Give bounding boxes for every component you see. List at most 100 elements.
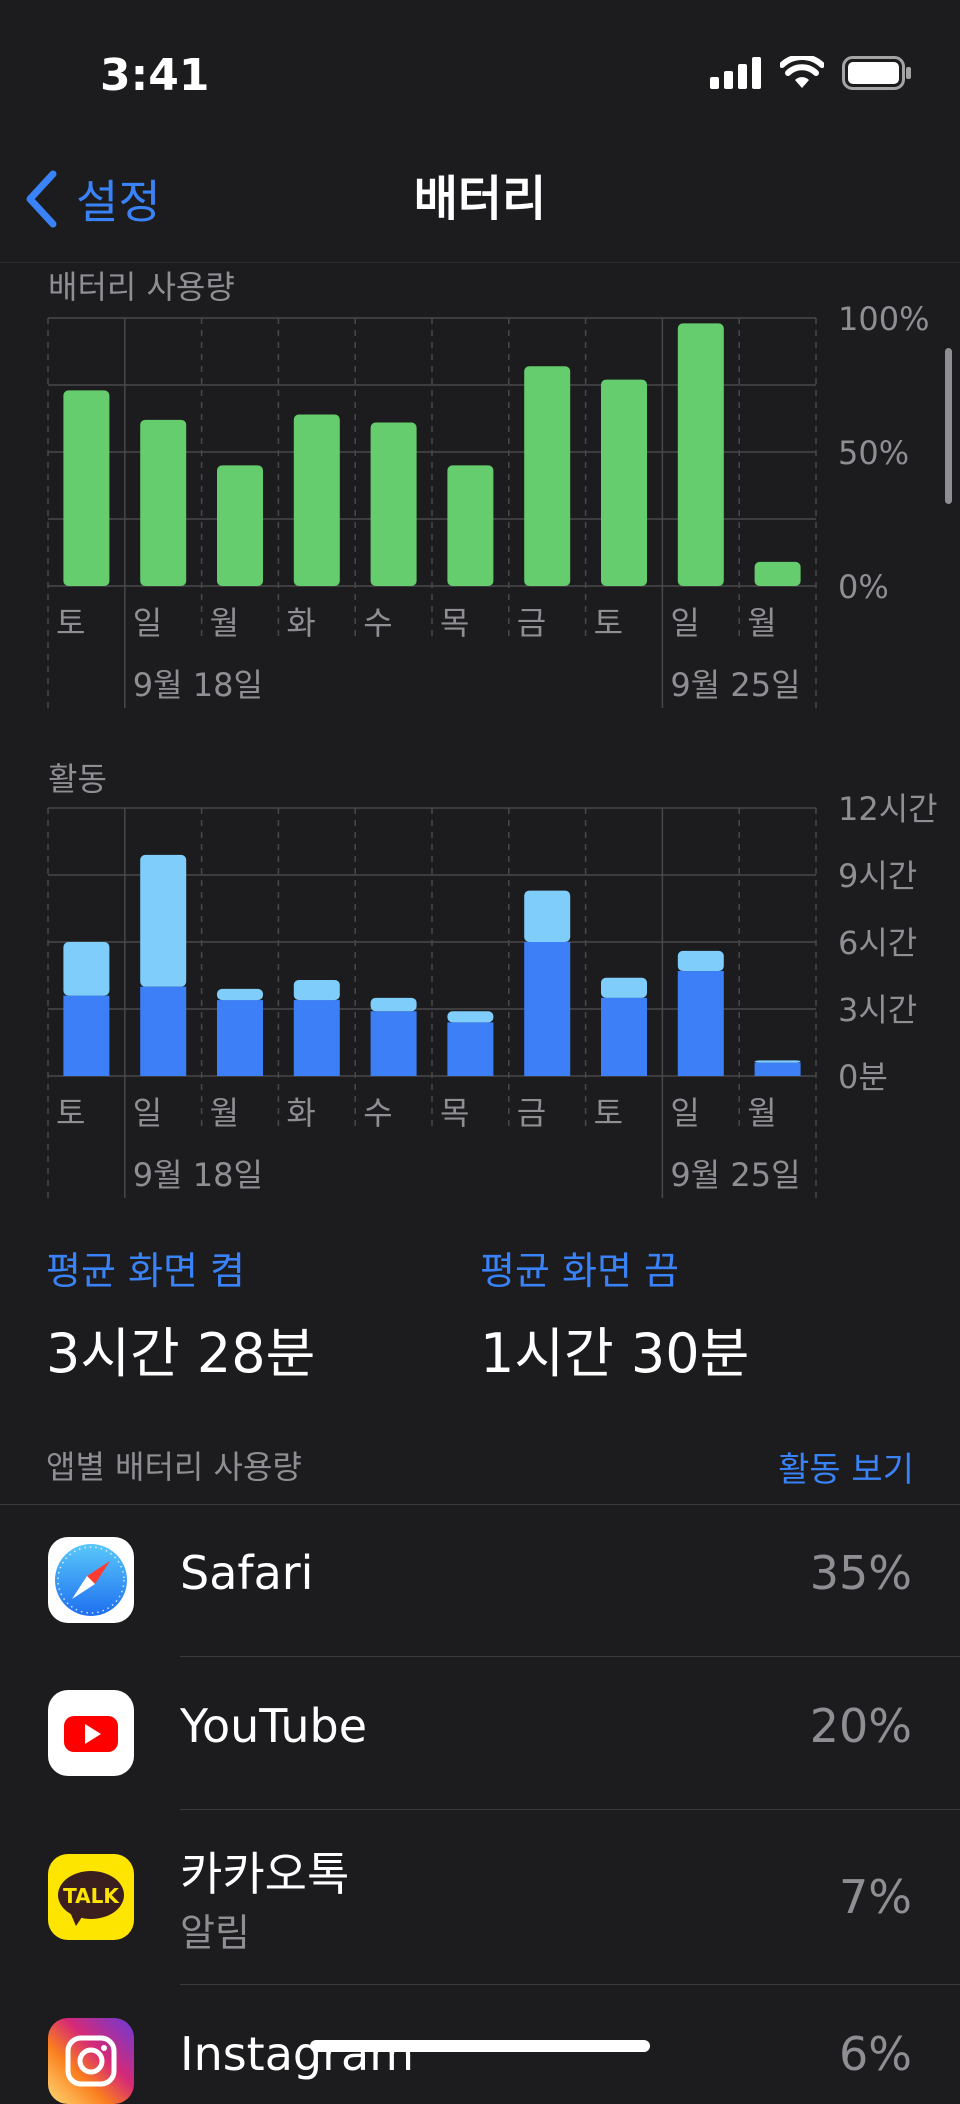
battery-usage-chart: 100% 50% 0% 토 일 월 화 수 목 금 토 일 월 9월 18일 9월 25일 — [47, 300, 929, 708]
x-tick-label: 일 — [133, 604, 162, 642]
chart-bar — [754, 1062, 801, 1076]
avg-screen-off-value: 1시간 30분 — [480, 1322, 750, 1385]
row-separator — [180, 1656, 960, 1657]
app-row-kakaotalk[interactable]: TALK 카카오톡 알림 7% — [0, 1810, 960, 1985]
chart-bar — [63, 390, 110, 586]
x-tick-label: 일 — [670, 1094, 699, 1132]
app-percent: 6% — [839, 2027, 912, 2081]
chart-bar — [370, 997, 417, 1012]
chart-bar — [447, 1022, 494, 1076]
y-tick-label: 0% — [838, 568, 889, 606]
x-tick-label: 화 — [286, 1094, 315, 1132]
app-row-instagram[interactable]: Instagram 6% — [0, 1985, 960, 2104]
date-label: 9월 18일 — [133, 666, 263, 704]
chart-bar — [601, 379, 647, 586]
kakaotalk-icon-text: TALK — [63, 1884, 120, 1908]
chart-bar — [754, 1060, 801, 1063]
x-tick-label: 토 — [594, 1094, 623, 1132]
x-tick-label: 화 — [286, 604, 315, 642]
date-label: 9월 25일 — [670, 666, 800, 704]
chart-bar — [370, 1011, 417, 1076]
avg-screen-on-label: 평균 화면 켬 — [46, 1249, 245, 1293]
chart-bar — [447, 465, 494, 586]
x-tick-label: 수 — [363, 1094, 392, 1132]
chart-bar — [601, 997, 647, 1076]
chart-bar — [293, 414, 340, 586]
back-button[interactable]: 설정 — [24, 164, 161, 234]
x-tick-label: 금 — [517, 604, 546, 642]
y-tick-label: 6시간 — [838, 924, 917, 962]
app-percent: 35% — [809, 1546, 912, 1600]
app-percent: 7% — [839, 1870, 912, 1924]
avg-screen-on-value: 3시간 28분 — [46, 1322, 316, 1385]
row-separator — [180, 1809, 960, 1810]
app-row-youtube[interactable]: YouTube 20% — [0, 1657, 960, 1810]
navigation-bar: 설정 배터리 — [0, 140, 960, 263]
battery-icon — [842, 56, 911, 90]
avg-screen-off: 평균 화면 끔 1시간 30분 — [480, 1240, 749, 1388]
chart-bar — [677, 323, 724, 586]
x-tick-label: 일 — [133, 1094, 162, 1132]
chart-bar — [524, 366, 571, 586]
home-indicator[interactable] — [310, 2040, 650, 2052]
app-name: Instagram — [180, 2027, 415, 2081]
x-tick-label: 월 — [210, 604, 239, 642]
chart-bar — [63, 995, 110, 1076]
x-tick-label: 월 — [747, 604, 776, 642]
cellular-signal-icon — [710, 57, 761, 89]
chart-bar — [754, 561, 801, 586]
avg-screen-off-label: 평균 화면 끔 — [480, 1249, 679, 1293]
activity-chart: 12시간 9시간 6시간 3시간 0분토 일 월 화 수 목 금 토 일 월 9월 18일 9월 25일 — [47, 790, 938, 1198]
row-separator — [180, 1984, 960, 1985]
kakaotalk-icon: TALK — [48, 1854, 134, 1940]
battery-usage-label: 배터리 사용량 — [48, 268, 235, 306]
activity-label: 활동 — [48, 760, 107, 798]
app-subtitle: 알림 — [180, 1911, 250, 1955]
wifi-icon — [780, 56, 824, 88]
app-name: YouTube — [180, 1699, 368, 1753]
instagram-icon — [48, 2018, 134, 2104]
chart-bar — [217, 1000, 263, 1076]
y-tick-label: 12시간 — [838, 790, 938, 828]
status-time: 3:41 — [100, 50, 210, 101]
chart-bar — [140, 419, 187, 586]
chart-bar — [293, 1000, 340, 1076]
x-tick-label: 월 — [747, 1094, 776, 1132]
x-tick-label: 목 — [440, 1094, 469, 1132]
date-label: 9월 25일 — [670, 1156, 800, 1194]
x-tick-label: 토 — [594, 604, 623, 642]
x-tick-label: 토 — [56, 1094, 85, 1132]
app-row-safari[interactable]: Safari 35% — [0, 1504, 960, 1657]
app-name: Safari — [180, 1546, 314, 1600]
scrollbar[interactable] — [945, 348, 952, 504]
page-title: 배터리 — [413, 171, 547, 227]
y-tick-label: 3시간 — [838, 991, 917, 1029]
chart-bar — [293, 979, 340, 1001]
chart-bar — [447, 1011, 494, 1023]
chart-bar — [524, 942, 571, 1076]
y-tick-label: 0분 — [838, 1058, 888, 1096]
apps-header-title: 앱별 배터리 사용량 — [46, 1448, 302, 1486]
x-tick-label: 토 — [56, 604, 85, 642]
x-tick-label: 목 — [440, 604, 469, 642]
back-label: 설정 — [76, 175, 161, 229]
app-name: 카카오톡 — [180, 1847, 350, 1901]
avg-screen-on: 평균 화면 켬 3시간 28분 — [46, 1240, 315, 1388]
chart-bar — [140, 854, 187, 987]
view-activity-button[interactable]: 활동 보기 — [778, 1450, 914, 1490]
chart-bar — [677, 950, 724, 972]
x-tick-label: 월 — [210, 1094, 239, 1132]
apps-header: 앱별 배터리 사용량 활동 보기 — [0, 1438, 960, 1505]
y-tick-label: 9시간 — [838, 857, 917, 895]
x-tick-label: 수 — [363, 604, 392, 642]
chart-bar — [217, 465, 263, 586]
safari-icon — [48, 1537, 134, 1623]
chart-bar — [601, 977, 647, 998]
chart-bar — [140, 986, 187, 1076]
app-percent: 20% — [809, 1699, 912, 1753]
status-bar: 3:41 — [0, 0, 960, 150]
chart-bar — [524, 890, 571, 942]
chart-bar — [370, 422, 417, 586]
chart-bar — [63, 942, 110, 996]
chart-bar — [677, 971, 724, 1076]
